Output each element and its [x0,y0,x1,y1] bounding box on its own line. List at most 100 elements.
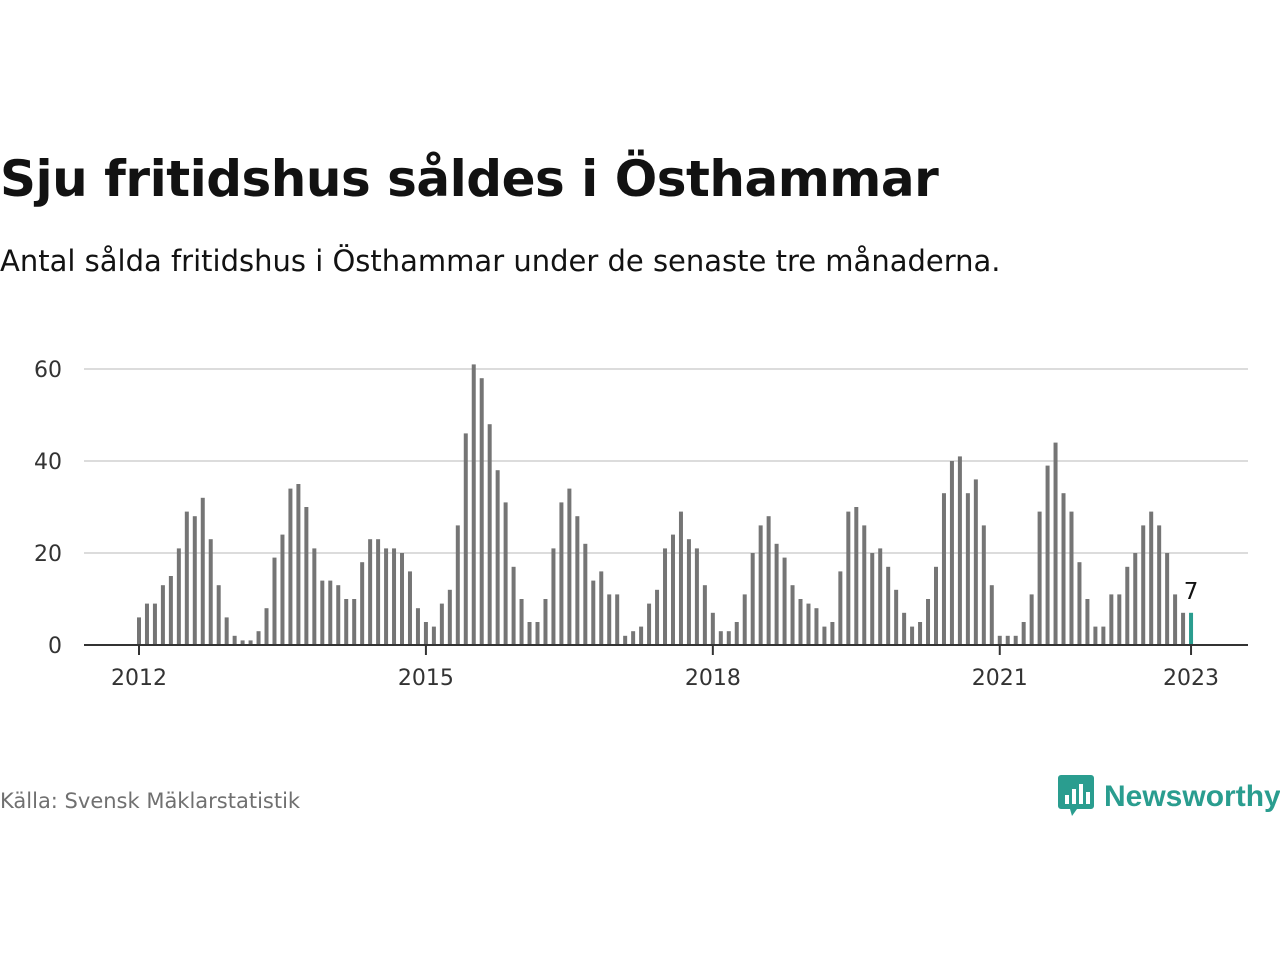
bar [1021,622,1026,645]
bar [583,543,588,645]
bar [750,553,755,645]
bar [1013,635,1018,645]
bar [894,589,899,645]
bar [240,640,245,645]
bar [1077,562,1082,645]
x-tick-label: 2023 [1163,666,1219,691]
bar [567,488,572,645]
bar [686,539,691,645]
chart-bars [137,364,1194,645]
bar [344,599,349,645]
bar [1133,553,1138,645]
bar [1045,465,1050,645]
bar [822,626,827,645]
bar [1069,511,1074,645]
bar [742,594,747,645]
brand-name: Newsworthy [1104,780,1280,813]
bar [407,571,412,645]
bar [176,548,181,645]
bar [1141,525,1146,645]
y-tick-label: 60 [34,358,62,383]
bar [934,566,938,645]
bar [774,543,779,645]
bar [1173,594,1178,645]
bar [168,576,173,645]
bar [997,635,1002,645]
bar [806,603,811,645]
bar-chart: 0 20 40 60 2012 2015 2018 2021 2023 7 [34,358,1248,691]
bar [487,424,492,645]
bar [607,594,612,645]
bar [495,470,500,645]
bar [447,589,452,645]
bar [734,622,739,645]
bar [471,364,476,645]
bar [758,525,763,645]
y-tick-label: 20 [34,542,62,567]
bar [599,571,604,645]
bar [870,553,875,645]
bar [1005,635,1010,645]
bar [288,488,293,645]
bar [232,635,237,645]
bar [790,585,795,645]
bar [535,622,540,645]
bar [431,626,436,645]
last-value-label: 7 [1184,579,1199,605]
page-subtitle: Antal sålda fritidshus i Östhammar under… [0,244,1001,278]
bar [647,603,652,645]
bar [400,553,405,645]
bar [479,378,484,645]
x-tick-label: 2015 [398,666,454,691]
x-tick-label: 2021 [972,666,1028,691]
bar [519,599,524,645]
bar [631,631,636,645]
bar [216,585,221,645]
bar [694,548,699,645]
bar [1165,553,1170,645]
bar [264,608,269,645]
bar [256,631,261,645]
bar [144,603,149,645]
bar [702,585,707,645]
bar [296,484,301,645]
bar [670,534,675,645]
x-tick-label: 2012 [111,666,167,691]
bar [200,497,205,645]
bar [376,539,381,645]
bar [846,511,851,645]
bar [838,571,843,645]
page-title: Sju fritidshus såldes i Östhammar [0,150,939,208]
bar [766,516,771,645]
bar [1181,612,1186,645]
bar [981,525,986,645]
bar [192,516,197,645]
bar [1101,626,1106,645]
newsworthy-logo-icon [1058,773,1094,821]
bar [1109,594,1114,645]
bar-highlight [1189,612,1194,645]
bar [655,589,660,645]
bar [527,622,532,645]
bar [710,612,715,645]
bar [798,599,803,645]
bar [965,493,970,645]
bar [455,525,460,645]
bar [152,603,157,645]
bar [184,511,189,645]
brand-logo[interactable]: Newsworthy [1058,773,1280,821]
bar [312,548,317,645]
bar [926,599,931,645]
bar [1149,511,1154,645]
bar [1085,599,1090,645]
bar [989,585,994,645]
bar [782,557,787,645]
bar [949,461,954,645]
bar [575,516,580,645]
bar [423,622,428,645]
bar [854,507,859,645]
bar [591,580,596,645]
bar [623,635,628,645]
bar [615,594,620,645]
bar [878,548,883,645]
